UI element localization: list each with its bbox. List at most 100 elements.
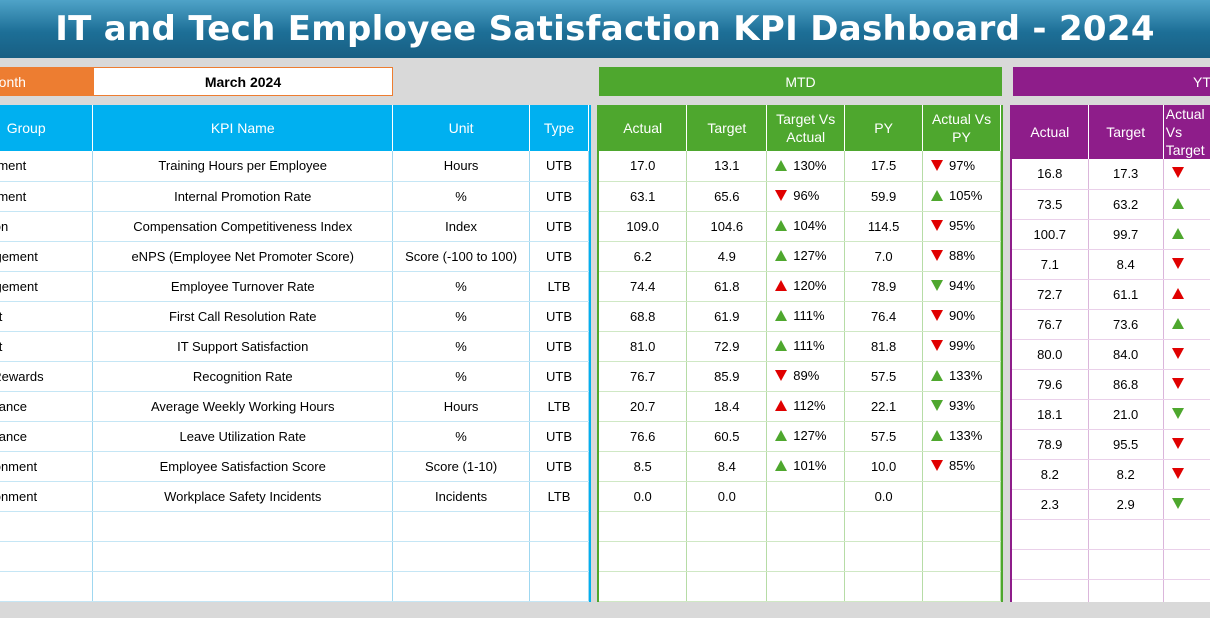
empty-cell — [529, 511, 589, 542]
mtd-actual-cell: 6.2 — [599, 241, 688, 272]
mtd-row: 0.0 0.0 0.0 — [599, 481, 1001, 512]
mtd-target-vs-actual-cell: 127% — [766, 421, 846, 452]
mtd-target-vs-actual-cell-value: 111% — [793, 338, 825, 353]
month-label: Month — [0, 67, 93, 96]
mtd-target-vs-actual-cell: 89% — [766, 361, 846, 392]
mtd-actual-vs-py-cell-value: 93% — [949, 398, 976, 413]
type-cell: UTB — [529, 361, 589, 392]
arrow-up-red-icon — [775, 280, 788, 291]
ytd-target-cell: 2.9 — [1088, 489, 1164, 520]
mtd-target-vs-actual-cell: 112% — [766, 391, 846, 422]
ytd-row: 80.0 84.0 — [1012, 339, 1210, 370]
group-text: Balance — [0, 428, 27, 444]
col-header-group: Group — [0, 105, 94, 151]
kpi-name-cell: Average Weekly Working Hours — [92, 391, 394, 422]
empty-row — [599, 571, 1001, 602]
kpi-name-cell: Employee Turnover Rate — [92, 271, 394, 302]
ytd-actual-cell: 73.5 — [1012, 189, 1089, 220]
mtd-row: 109.0 104.6 104% 114.5 95% — [599, 211, 1001, 242]
mtd-py-cell: 78.9 — [844, 271, 924, 302]
mtd-target-vs-actual-cell-value: 104% — [793, 218, 827, 233]
empty-cell — [599, 541, 688, 572]
group-cell: port — [0, 301, 94, 332]
arrow-down-red-icon — [1171, 377, 1184, 389]
empty-cell — [686, 511, 768, 542]
mtd-actual-cell: 74.4 — [599, 271, 688, 302]
empty-row — [0, 511, 589, 542]
empty-cell — [686, 541, 768, 572]
empty-cell — [844, 541, 924, 572]
mtd-target-vs-actual-cell: 101% — [766, 451, 846, 482]
ytd-actual-vs-target-cell — [1163, 369, 1210, 400]
mtd-actual-vs-py-cell-value: 95% — [949, 218, 976, 233]
kpi-row: gagement Employee Turnover Rate%LTB — [0, 271, 589, 302]
unit-cell: % — [392, 301, 531, 332]
group-text: port — [0, 309, 2, 324]
mtd-actual-cell: 63.1 — [599, 181, 688, 212]
mtd-target-vs-actual-cell: 120% — [766, 271, 846, 302]
group-cell: Balance — [0, 391, 94, 422]
kpi-name-cell: Employee Satisfaction Score — [92, 451, 394, 482]
kpi-row: port IT Support Satisfaction%UTB — [0, 331, 589, 362]
kpi-row: Balance Average Weekly Working HoursHours… — [0, 391, 589, 422]
ytd-actual-cell: 80.0 — [1012, 339, 1089, 370]
arrow-up-green-icon — [775, 430, 788, 441]
ytd-actual-cell: 78.9 — [1012, 429, 1089, 460]
mtd-target-vs-actual-cell — [766, 481, 846, 512]
mtd-target-cell: 18.4 — [686, 391, 768, 422]
kpi-name-cell: Recognition Rate — [92, 361, 394, 392]
arrow-up-green-icon — [1171, 317, 1184, 329]
mtd-row: 20.7 18.4 112% 22.1 93% — [599, 391, 1001, 422]
kpi-name-cell: Training Hours per Employee — [92, 151, 394, 182]
kpi-name-cell: Compensation Competitiveness Index — [92, 211, 394, 242]
mtd-py-cell: 10.0 — [844, 451, 924, 482]
ytd-row: 7.1 8.4 — [1012, 249, 1210, 280]
unit-cell: Incidents — [392, 481, 531, 512]
type-cell: UTB — [529, 301, 589, 332]
empty-row — [0, 541, 589, 572]
group-text: vironment — [0, 458, 38, 474]
mtd-actual-vs-py-cell: 94% — [922, 271, 1001, 302]
mtd-actual-vs-py-cell-value: 133% — [949, 368, 983, 383]
mtd-actual-vs-py-cell: 133% — [922, 421, 1001, 452]
arrow-up-green-icon — [931, 370, 944, 381]
group-cell: Balance — [0, 421, 94, 452]
mtd-py-cell: 7.0 — [844, 241, 924, 272]
ytd-actual-vs-target-cell — [1163, 489, 1210, 520]
arrow-up-green-icon — [775, 250, 788, 261]
ytd-target-cell: 73.6 — [1088, 309, 1164, 340]
unit-cell: % — [392, 331, 531, 362]
mtd-actual-vs-py-cell-value: 99% — [949, 338, 976, 353]
kpi-row: lopment Internal Promotion Rate%UTB — [0, 181, 589, 212]
ytd-row: 79.6 86.8 — [1012, 369, 1210, 400]
mtd-target-cell: 8.4 — [686, 451, 768, 482]
empty-cell — [922, 511, 1001, 542]
empty-cell — [922, 541, 1001, 572]
ytd-actual-vs-target-cell — [1163, 429, 1210, 460]
mtd-actual-vs-py-cell: 105% — [922, 181, 1001, 212]
group-text: gagement — [0, 278, 38, 294]
mtd-actual-cell: 81.0 — [599, 331, 688, 362]
arrow-up-green-icon — [775, 340, 788, 351]
empty-cell — [1163, 549, 1210, 580]
empty-row — [599, 511, 1001, 542]
ytd-actual-cell: 18.1 — [1012, 399, 1089, 430]
group-text: port — [0, 339, 2, 354]
group-text: & Rewards — [0, 368, 44, 384]
mtd-actual-cell: 76.6 — [599, 421, 688, 452]
mtd-target-vs-actual-cell-value: 112% — [793, 398, 826, 413]
empty-cell — [599, 571, 688, 602]
mtd-target-vs-actual-cell-value: 120% — [793, 278, 827, 293]
empty-cell — [392, 541, 531, 572]
group-text: Balance — [0, 398, 27, 414]
month-selector[interactable]: March 2024 — [93, 67, 393, 96]
mtd-target-vs-actual-cell: 111% — [766, 301, 846, 332]
mtd-col-target-vs-actual: Target Vs Actual — [766, 105, 846, 151]
mtd-target-vs-actual-cell: 130% — [766, 151, 846, 182]
col-header-type: Type — [529, 105, 589, 151]
mtd-target-cell: 61.9 — [686, 301, 768, 332]
group-cell: port — [0, 331, 94, 362]
mtd-py-cell: 59.9 — [844, 181, 924, 212]
arrow-down-red-icon — [931, 220, 944, 231]
empty-cell — [529, 571, 589, 602]
